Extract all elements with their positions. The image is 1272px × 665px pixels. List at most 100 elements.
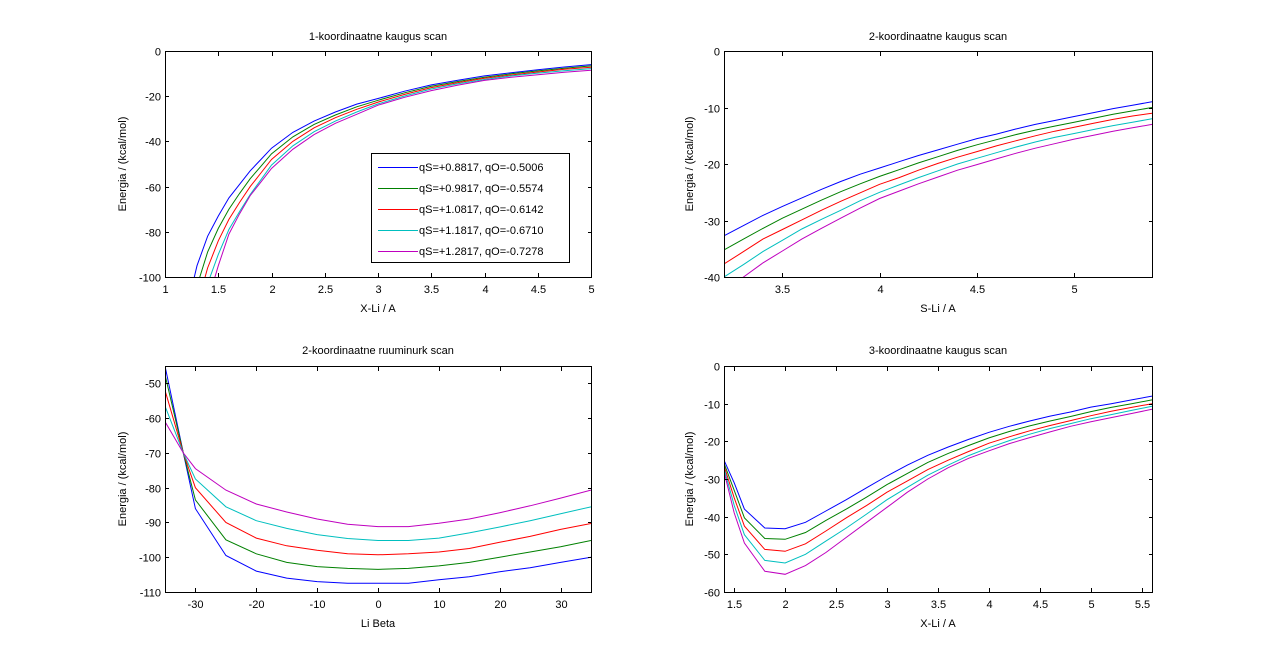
legend-box xyxy=(371,153,570,263)
x-tick-label: 10 xyxy=(433,599,445,611)
y-tick-label: -20 xyxy=(145,92,161,104)
y-tick-label: -50 xyxy=(704,550,720,562)
y-tick-label: -30 xyxy=(704,217,720,229)
x-tick-label: 3.5 xyxy=(931,599,946,611)
x-tick-label: 3.5 xyxy=(775,284,790,296)
subplot-2-koordinaatne-ruuminurk: 2-koordinaatne ruuminurk scan Li Beta En… xyxy=(117,345,592,630)
y-tick-label: -70 xyxy=(145,449,161,461)
x-tick-label: 3 xyxy=(375,284,381,296)
y-tick-label: -20 xyxy=(704,160,720,172)
y-tick-label: -60 xyxy=(145,414,161,426)
subplot-2-koordinaatne-kaugus: 2-koordinaatne kaugus scan S-Li / A Ener… xyxy=(684,31,1153,315)
chart-title: 2-koordinaatne kaugus scan xyxy=(869,31,1007,43)
x-tick-label: 4 xyxy=(482,284,488,296)
x-tick-label: 3.5 xyxy=(424,284,439,296)
subplot-1-koordinaatne-kaugus: 1-koordinaatne kaugus scan X-Li / A Ener… xyxy=(117,31,595,315)
legend-label-2: qS=+0.9817, qO=-0.5574 xyxy=(419,183,543,195)
x-tick-label: 4.5 xyxy=(1033,599,1048,611)
x-tick-label: 2.5 xyxy=(318,284,333,296)
legend-label-5: qS=+1.2817, qO=-0.7278 xyxy=(419,246,543,258)
x-tick-label: 4.5 xyxy=(531,284,546,296)
series-line-2 xyxy=(724,107,1152,251)
series-line-5 xyxy=(742,123,1152,277)
x-tick-label: 5.5 xyxy=(1135,599,1150,611)
x-axis-label: Li Beta xyxy=(361,618,396,630)
chart-title: 1-koordinaatne kaugus scan xyxy=(309,31,447,43)
series-line-1 xyxy=(165,366,591,584)
y-tick-label: -40 xyxy=(704,513,720,525)
y-tick-label: -100 xyxy=(139,553,161,565)
y-tick-label: -20 xyxy=(704,437,720,449)
x-axis-label: X-Li / A xyxy=(360,303,396,315)
x-tick-label: 0 xyxy=(375,599,381,611)
legend-label-3: qS=+1.0817, qO=-0.6142 xyxy=(419,204,543,216)
x-tick-label: 1.5 xyxy=(211,284,226,296)
series-line-4 xyxy=(165,405,591,541)
x-tick-label: 1.5 xyxy=(727,599,742,611)
x-tick-label: 1 xyxy=(162,284,168,296)
series-line-4 xyxy=(724,405,1152,564)
y-tick-label: -100 xyxy=(139,273,161,285)
legend-label-1: qS=+0.8817, qO=-0.5006 xyxy=(419,162,543,174)
series-line-3 xyxy=(724,112,1152,265)
x-tick-label: 2 xyxy=(782,599,788,611)
y-tick-label: 0 xyxy=(714,362,720,374)
series-line-4 xyxy=(209,68,591,277)
x-tick-label: 5 xyxy=(1088,599,1094,611)
x-tick-label: 30 xyxy=(555,599,567,611)
series-line-4 xyxy=(724,118,1152,277)
y-axis-label: Energia / (kcal/mol) xyxy=(117,432,129,527)
axes-frame xyxy=(165,51,592,278)
series-line-3 xyxy=(724,403,1152,552)
series-line-1 xyxy=(724,101,1152,237)
y-tick-label: -10 xyxy=(704,400,720,412)
x-axis-label: S-Li / A xyxy=(920,303,956,315)
series-line-3 xyxy=(204,66,591,277)
y-tick-label: -110 xyxy=(140,588,161,600)
series-line-2 xyxy=(199,65,591,277)
y-axis-label: Energia / (kcal/mol) xyxy=(684,432,696,527)
axes-frame xyxy=(165,366,592,593)
subplot-3-koordinaatne-kaugus: 3-koordinaatne kaugus scan X-Li / A Ener… xyxy=(684,345,1153,630)
x-tick-label: 4 xyxy=(986,599,992,611)
x-tick-label: 4 xyxy=(877,284,883,296)
x-axis-label: X-Li / A xyxy=(920,618,956,630)
y-tick-label: -90 xyxy=(145,518,161,530)
chart-title: 2-koordinaatne ruuminurk scan xyxy=(302,345,454,357)
series-line-5 xyxy=(165,421,591,528)
x-tick-label: -10 xyxy=(310,599,326,611)
x-tick-label: -20 xyxy=(249,599,265,611)
legend: qS=+0.8817, qO=-0.5006 qS=+0.9817, qO=-0.… xyxy=(371,153,570,263)
y-axis-label: Energia / (kcal/mol) xyxy=(684,117,696,212)
y-axis-label: Energia / (kcal/mol) xyxy=(117,117,129,212)
y-tick-label: -80 xyxy=(145,228,161,240)
x-tick-label: 5 xyxy=(588,284,594,296)
x-tick-label: 2.5 xyxy=(829,599,844,611)
axes-frame xyxy=(724,366,1153,593)
x-tick-label: 3 xyxy=(884,599,890,611)
y-tick-label: 0 xyxy=(714,47,720,59)
series-line-5 xyxy=(214,69,591,277)
series-line-2 xyxy=(165,374,591,570)
y-tick-label: -40 xyxy=(145,137,161,149)
y-tick-label: -40 xyxy=(704,273,720,285)
y-tick-label: -60 xyxy=(145,183,161,195)
series-line-5 xyxy=(724,408,1152,575)
legend-label-4: qS=+1.1817, qO=-0.6710 xyxy=(419,225,543,237)
series-line-3 xyxy=(165,390,591,556)
x-tick-label: 5 xyxy=(1071,284,1077,296)
x-tick-label: 2 xyxy=(269,284,275,296)
series-line-2 xyxy=(724,399,1152,540)
y-tick-label: 0 xyxy=(155,47,161,59)
y-tick-label: -30 xyxy=(704,475,720,487)
x-tick-label: 20 xyxy=(494,599,506,611)
y-tick-label: -60 xyxy=(704,588,720,600)
chart-title: 3-koordinaatne kaugus scan xyxy=(869,345,1007,357)
y-tick-label: -10 xyxy=(704,104,720,116)
x-tick-label: 4.5 xyxy=(970,284,985,296)
series-line-1 xyxy=(724,395,1152,530)
series-line-1 xyxy=(193,64,591,277)
x-tick-label: -30 xyxy=(188,599,204,611)
y-tick-label: -80 xyxy=(145,484,161,496)
